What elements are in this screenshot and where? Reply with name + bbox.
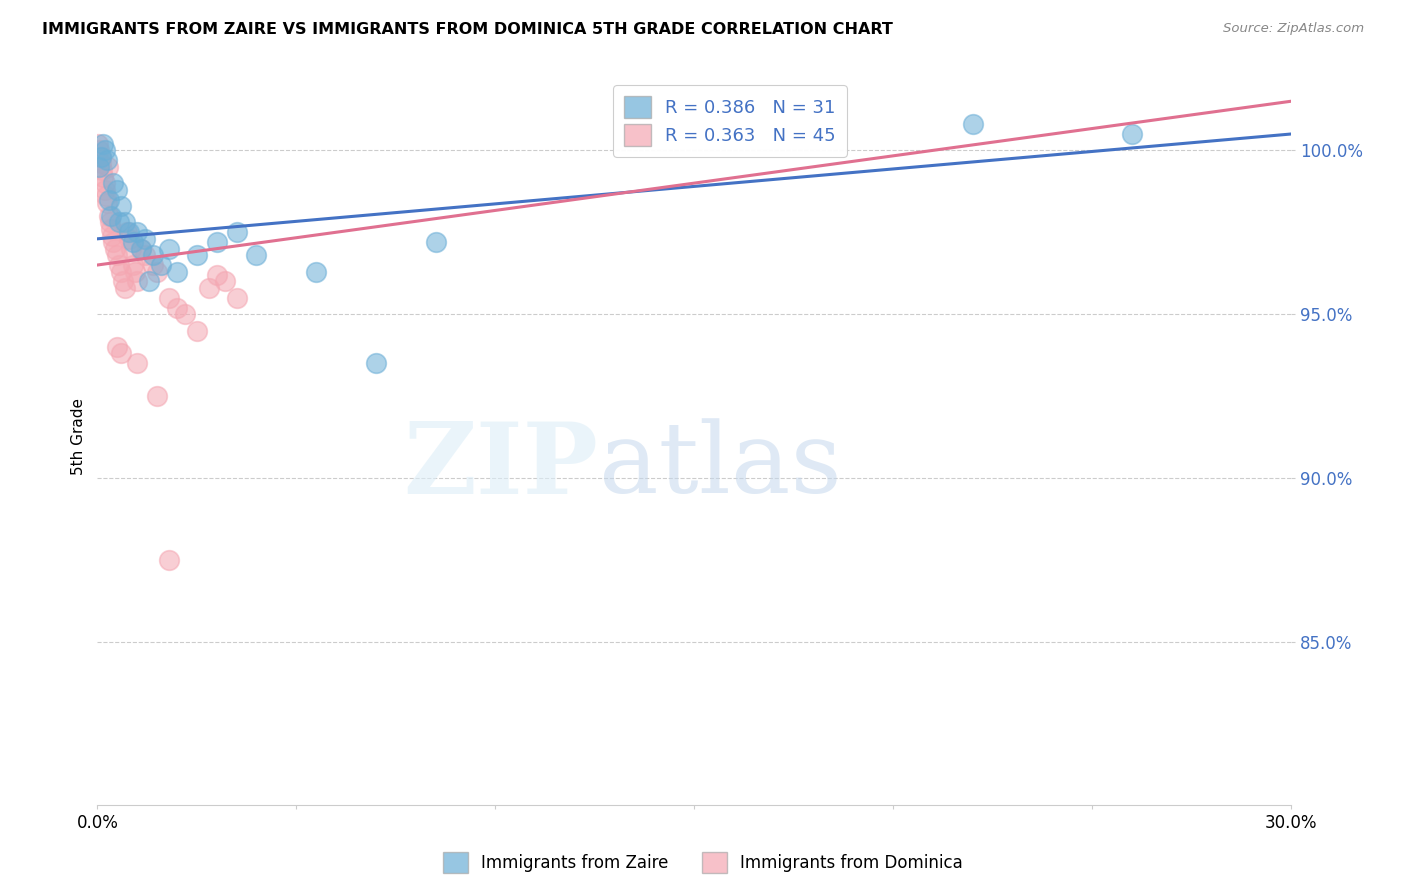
Point xyxy=(105,340,128,354)
Point xyxy=(127,274,149,288)
Point xyxy=(157,553,180,567)
Legend: R = 0.386   N = 31, R = 0.363   N = 45: R = 0.386 N = 31, R = 0.363 N = 45 xyxy=(613,85,846,157)
Point xyxy=(114,281,136,295)
Point xyxy=(134,232,156,246)
Point xyxy=(105,183,128,197)
Point xyxy=(127,225,149,239)
Point xyxy=(122,235,145,249)
Point xyxy=(1121,127,1143,141)
Point xyxy=(425,235,447,249)
Point xyxy=(146,389,169,403)
Point xyxy=(98,193,121,207)
Point xyxy=(110,346,132,360)
Point xyxy=(108,258,131,272)
Point xyxy=(108,215,131,229)
Y-axis label: 5th Grade: 5th Grade xyxy=(72,399,86,475)
Point xyxy=(134,248,156,262)
Point xyxy=(245,248,267,262)
Text: ZIP: ZIP xyxy=(404,418,599,515)
Point xyxy=(89,144,111,158)
Point xyxy=(90,150,112,164)
Point xyxy=(150,258,173,272)
Point xyxy=(157,291,180,305)
Point xyxy=(114,215,136,229)
Point xyxy=(96,153,118,168)
Point xyxy=(138,274,160,288)
Point xyxy=(97,160,120,174)
Point xyxy=(94,183,117,197)
Point xyxy=(305,264,328,278)
Point xyxy=(100,209,122,223)
Point xyxy=(173,307,195,321)
Point xyxy=(112,274,135,288)
Point xyxy=(103,235,125,249)
Point xyxy=(118,232,141,246)
Point xyxy=(166,264,188,278)
Point xyxy=(142,258,165,272)
Point xyxy=(105,248,128,262)
Point xyxy=(103,176,125,190)
Point xyxy=(100,222,122,236)
Point xyxy=(364,356,387,370)
Point xyxy=(205,268,228,282)
Point xyxy=(186,248,208,262)
Text: atlas: atlas xyxy=(599,418,841,515)
Point xyxy=(91,136,114,151)
Point xyxy=(93,176,115,190)
Point xyxy=(124,264,146,278)
Point xyxy=(120,242,142,256)
Point xyxy=(87,136,110,151)
Point xyxy=(166,301,188,315)
Point xyxy=(96,195,118,210)
Point xyxy=(91,169,114,184)
Point xyxy=(129,242,152,256)
Point xyxy=(122,258,145,272)
Point xyxy=(214,274,236,288)
Point xyxy=(197,281,219,295)
Point xyxy=(118,225,141,239)
Point xyxy=(205,235,228,249)
Point xyxy=(110,199,132,213)
Point xyxy=(90,150,112,164)
Point xyxy=(142,248,165,262)
Point xyxy=(90,156,112,170)
Point xyxy=(98,209,121,223)
Point xyxy=(186,324,208,338)
Point xyxy=(127,356,149,370)
Point xyxy=(157,242,180,256)
Legend: Immigrants from Zaire, Immigrants from Dominica: Immigrants from Zaire, Immigrants from D… xyxy=(436,846,970,880)
Text: IMMIGRANTS FROM ZAIRE VS IMMIGRANTS FROM DOMINICA 5TH GRADE CORRELATION CHART: IMMIGRANTS FROM ZAIRE VS IMMIGRANTS FROM… xyxy=(42,22,893,37)
Point xyxy=(89,160,111,174)
Point xyxy=(225,225,247,239)
Text: Source: ZipAtlas.com: Source: ZipAtlas.com xyxy=(1223,22,1364,36)
Point xyxy=(94,189,117,203)
Point xyxy=(94,144,117,158)
Point xyxy=(146,264,169,278)
Point xyxy=(110,264,132,278)
Point xyxy=(129,242,152,256)
Point xyxy=(101,228,124,243)
Point xyxy=(225,291,247,305)
Point xyxy=(962,117,984,131)
Point xyxy=(91,163,114,178)
Point xyxy=(100,215,122,229)
Point xyxy=(115,225,138,239)
Point xyxy=(104,242,127,256)
